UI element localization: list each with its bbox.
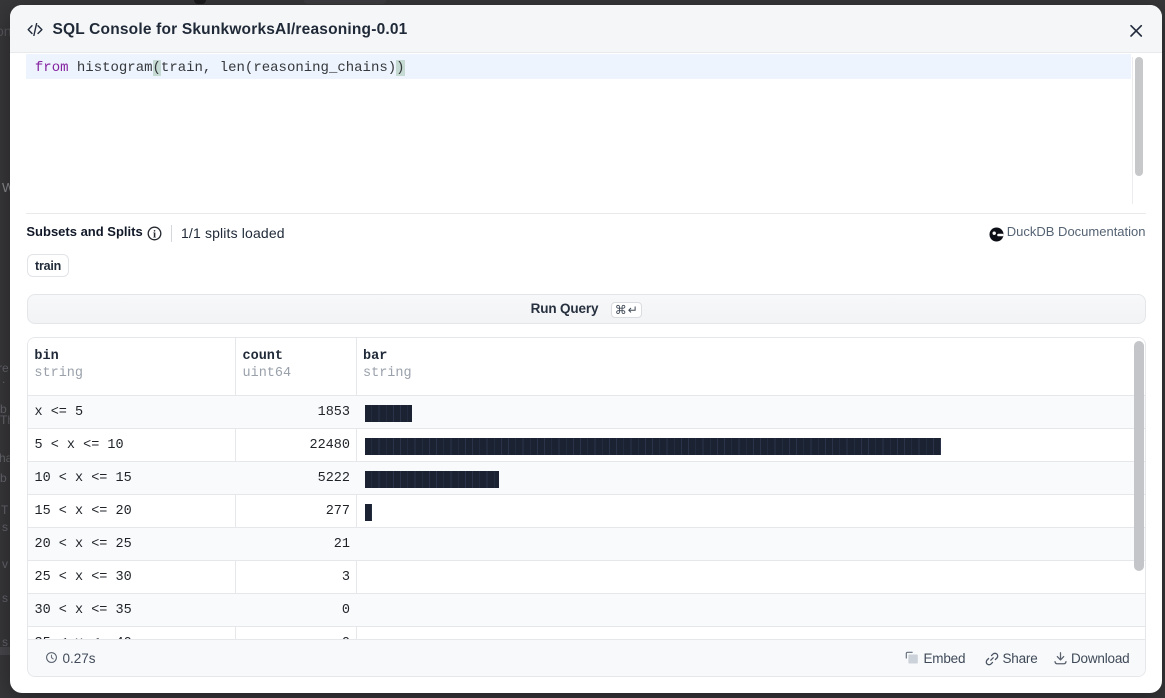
- svg-text:i: i: [153, 228, 156, 240]
